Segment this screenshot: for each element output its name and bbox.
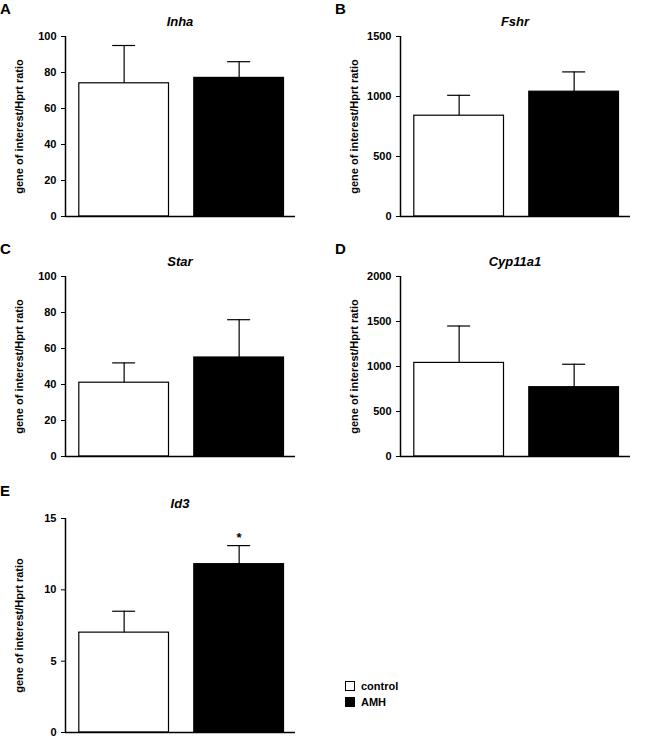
html-text:A: A (0, 0, 11, 17)
html-text:B: B (335, 0, 346, 17)
svg-text:0: 0 (385, 450, 391, 462)
html-text:Inha: Inha (166, 14, 194, 29)
svg-text:1000: 1000 (367, 90, 391, 102)
svg-text:0: 0 (50, 726, 56, 738)
svg-text:5: 5 (50, 655, 56, 667)
html-text:C: C (0, 240, 11, 257)
svg-text:40: 40 (44, 138, 56, 150)
svg-text:gene of interest/Hprt ratio: gene of interest/Hprt ratio (13, 59, 25, 194)
html-text:Id3: Id3 (170, 496, 190, 511)
svg-text:1500: 1500 (367, 30, 391, 42)
svg-text:500: 500 (373, 405, 391, 417)
svg-text:gene of interest/Hprt ratio: gene of interest/Hprt ratio (13, 299, 25, 434)
svg-text:gene of interest/Hprt ratio: gene of interest/Hprt ratio (13, 558, 25, 693)
svg-text:80: 80 (44, 306, 56, 318)
svg-text:80: 80 (44, 66, 56, 78)
html-text:Star: Star (167, 254, 193, 269)
html-text:E: E (0, 482, 10, 499)
svg-text:1500: 1500 (367, 315, 391, 327)
html-text:Cyp11a1: Cyp11a1 (488, 254, 542, 269)
svg-text:0: 0 (50, 210, 56, 222)
html-text:AMH: AMH (361, 696, 387, 708)
svg-text:40: 40 (44, 378, 56, 390)
html-text:Fshr: Fshr (500, 14, 530, 29)
svg-text:60: 60 (44, 102, 56, 114)
svg-text:60: 60 (44, 342, 56, 354)
html-text:control: control (361, 680, 399, 692)
svg-text:*: * (237, 530, 243, 545)
svg-text:1000: 1000 (367, 360, 391, 372)
svg-text:20: 20 (44, 414, 56, 426)
svg-text:100: 100 (38, 270, 56, 282)
svg-text:gene of interest/Hprt ratio: gene of interest/Hprt ratio (348, 59, 360, 194)
svg-text:10: 10 (44, 583, 56, 595)
html-text:D: D (335, 240, 346, 257)
svg-text:2000: 2000 (367, 270, 391, 282)
svg-text:20: 20 (44, 174, 56, 186)
svg-text:0: 0 (50, 450, 56, 462)
svg-text:100: 100 (38, 30, 56, 42)
svg-text:gene of interest/Hprt ratio: gene of interest/Hprt ratio (348, 299, 360, 434)
svg-text:0: 0 (385, 210, 391, 222)
svg-text:500: 500 (373, 150, 391, 162)
svg-text:15: 15 (44, 512, 56, 524)
